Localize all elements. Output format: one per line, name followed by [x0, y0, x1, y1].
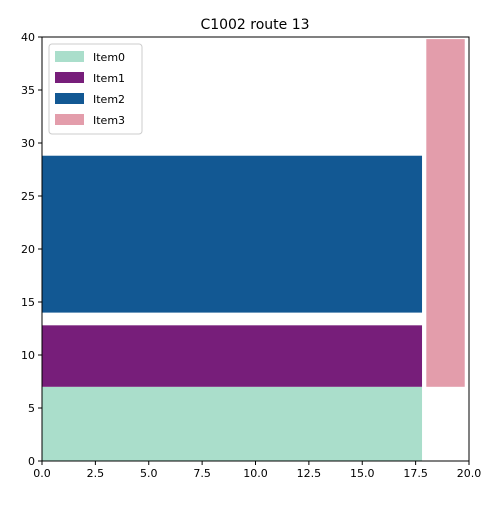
- y-tick-label: 10: [21, 349, 35, 362]
- chart-title: C1002 route 13: [200, 17, 309, 33]
- x-tick-label: 2.5: [87, 467, 105, 480]
- legend-label: Item0: [93, 51, 125, 64]
- legend-swatch: [55, 93, 84, 104]
- x-tick-label: 10.0: [243, 467, 268, 480]
- x-tick-label: 20.0: [457, 467, 482, 480]
- bars-layer: [42, 39, 465, 461]
- x-tick-label: 12.5: [297, 467, 322, 480]
- legend-swatch: [55, 51, 84, 62]
- y-tick-label: 20: [21, 243, 35, 256]
- legend: Item0 Item1 Item2 Item3: [48, 43, 143, 135]
- x-tick-label: 15.0: [350, 467, 375, 480]
- legend-swatch: [55, 114, 84, 125]
- legend-label: Item3: [93, 114, 125, 127]
- y-tick-label: 25: [21, 190, 35, 203]
- y-tick-label: 0: [28, 455, 35, 468]
- x-tick-label: 7.5: [193, 467, 211, 480]
- legend-label: Item2: [93, 93, 125, 106]
- x-tick-label: 5.0: [140, 467, 158, 480]
- x-tick-label: 17.5: [403, 467, 428, 480]
- legend-swatch: [55, 72, 84, 83]
- y-tick-label: 40: [21, 31, 35, 44]
- y-tick-label: 5: [28, 402, 35, 415]
- y-tick-label: 30: [21, 137, 35, 150]
- bar-item3: [426, 39, 465, 387]
- y-tick-label: 15: [21, 296, 35, 309]
- y-tick-label: 35: [21, 84, 35, 97]
- x-tick-label: 0.0: [33, 467, 51, 480]
- legend-label: Item1: [93, 72, 125, 85]
- bar-item0: [42, 386, 423, 461]
- bar-item1: [42, 325, 423, 387]
- bar-item2: [42, 155, 423, 313]
- legend-box: [48, 43, 143, 135]
- axes-layer: 0.0 2.5 5.0 7.5 10.0 12.5 15.0 17.5 20.0 0 5 10 15 20…: [21, 31, 481, 480]
